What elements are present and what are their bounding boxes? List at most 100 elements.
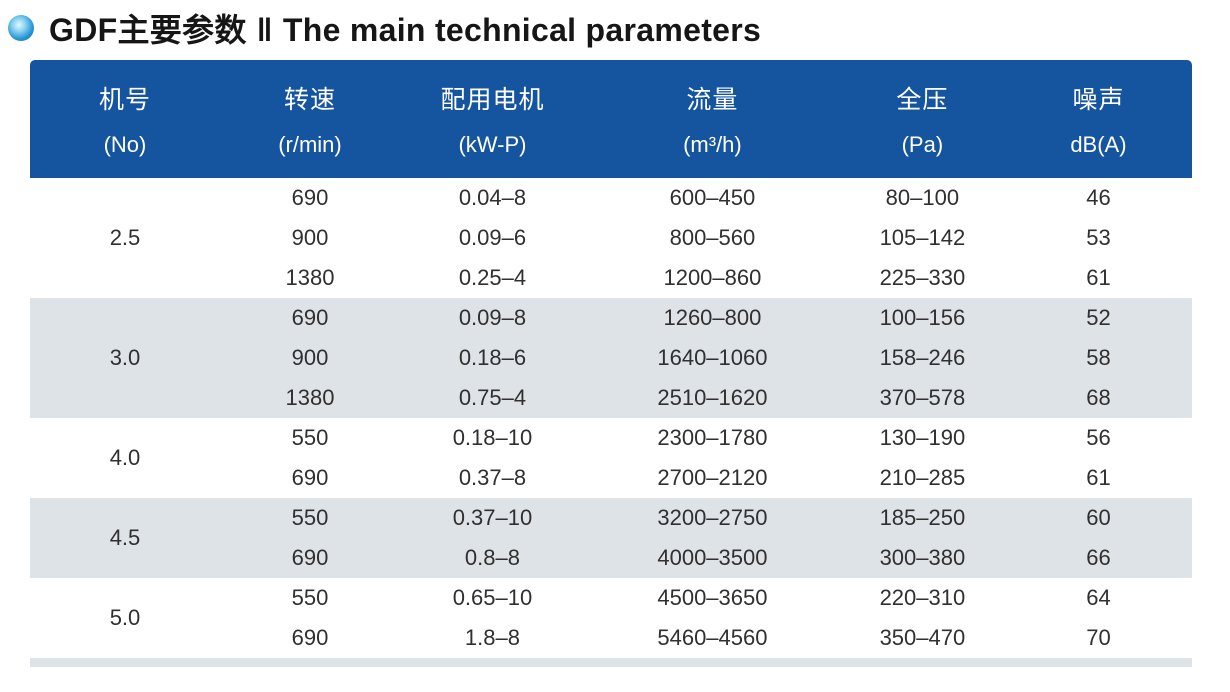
table-row: 2.5 690 0.04–8 600–450 80–100 46: [30, 178, 1192, 298]
column-header-pressure: 全压 (Pa): [839, 60, 1005, 178]
cell-pressure: 80–100: [839, 178, 1005, 218]
header-unit: (r/min): [278, 132, 342, 157]
cell-motor: 0.09–6: [399, 218, 585, 258]
header-unit: (kW-P): [458, 132, 527, 157]
cell-flow: 4500–3650: [584, 578, 840, 618]
cell-flow: 4000–3500: [584, 538, 840, 578]
header-unit: (Pa): [901, 132, 944, 157]
parameters-table: 机号 (No) 转速 (r/min) 配用电机 (kW-P) 流量 (m³/h): [30, 60, 1192, 658]
column-header-fan-no: 机号 (No): [30, 60, 220, 178]
cell-motor: 0.18–6: [399, 338, 585, 378]
cell-speed: 690: [219, 298, 400, 338]
cell-flow: 5460–4560: [584, 618, 840, 658]
cell-noise: 70: [1004, 618, 1192, 658]
cell-pressure: 105–142: [839, 218, 1005, 258]
cell-noise: 66: [1004, 538, 1192, 578]
cell-fan-no: 5.0: [30, 578, 220, 658]
cell-motor: 0.04–8: [399, 178, 585, 218]
blue-sphere-bullet-icon: [8, 15, 34, 41]
cell-speed: 550: [219, 498, 400, 538]
cell-pressure: 220–310: [839, 578, 1005, 618]
cell-flow: 3200–2750: [584, 498, 840, 538]
header-unit: (m³/h): [683, 132, 742, 157]
cell-speed: 550: [219, 418, 400, 458]
table-row: 3.0 690 0.09–8 1260–800 100–156 52: [30, 298, 1192, 418]
table-header: 机号 (No) 转速 (r/min) 配用电机 (kW-P) 流量 (m³/h): [30, 60, 1192, 178]
cell-pressure: 210–285: [839, 458, 1005, 498]
column-header-noise: 噪声 dB(A): [1004, 60, 1192, 178]
title-zh: GDF主要参数: [49, 12, 247, 48]
table-header-row: 机号 (No) 转速 (r/min) 配用电机 (kW-P) 流量 (m³/h): [30, 60, 1192, 178]
cell-speed: 1380: [219, 378, 400, 418]
cell-speed: 900: [219, 218, 400, 258]
next-group-partial-row: [30, 658, 1192, 667]
cell-fan-no: 2.5: [30, 178, 220, 298]
table-row: 4.5 550 0.37–10 3200–2750 185–250 60: [30, 498, 1192, 578]
parameters-table-body: 2.5 690 0.04–8 600–450 80–100 46 900 0.09–6 800–…: [30, 178, 1192, 658]
cell-noise: 52: [1004, 298, 1192, 338]
cell-pressure: 185–250: [839, 498, 1005, 538]
cell-speed: 1380: [219, 258, 400, 298]
table-row: 900 0.09–6 800–560 105–142 53: [30, 218, 1192, 258]
cell-pressure: 100–156: [839, 298, 1005, 338]
header-label: 全压: [896, 86, 949, 114]
cell-noise: 61: [1004, 258, 1192, 298]
column-header-flow: 流量 (m³/h): [584, 60, 840, 178]
header-unit: dB(A): [1070, 132, 1127, 157]
cell-motor: 0.65–10: [399, 578, 585, 618]
cell-motor: 0.37–8: [399, 458, 585, 498]
cell-pressure: 225–330: [839, 258, 1005, 298]
cell-noise: 61: [1004, 458, 1192, 498]
cell-flow: 2300–1780: [584, 418, 840, 458]
cell-motor: 0.75–4: [399, 378, 585, 418]
table-row: 5.0 550 0.65–10 4500–3650 220–310 64: [30, 578, 1192, 658]
column-header-motor: 配用电机 (kW-P): [399, 60, 585, 178]
title-en: The main technical parameters: [282, 12, 762, 48]
cell-flow: 1200–860: [584, 258, 840, 298]
cell-flow: 1260–800: [584, 298, 840, 338]
cell-speed: 690: [219, 538, 400, 578]
column-header-speed: 转速 (r/min): [219, 60, 400, 178]
header-label: 配用电机: [440, 86, 545, 114]
cell-speed: 690: [219, 458, 400, 498]
cell-fan-no: 4.0: [30, 418, 220, 498]
header-label: 噪声: [1072, 86, 1125, 114]
table-row: 900 0.18–6 1640–1060 158–246 58: [30, 338, 1192, 378]
table-row: 690 0.8–8 4000–3500 300–380 66: [30, 538, 1192, 578]
cell-noise: 46: [1004, 178, 1192, 218]
cell-motor: 0.37–10: [399, 498, 585, 538]
cell-flow: 800–560: [584, 218, 840, 258]
cell-motor: 1.8–8: [399, 618, 585, 658]
table-row: 690 1.8–8 5460–4560 350–470 70: [30, 618, 1192, 658]
cell-fan-no: 3.0: [30, 298, 220, 418]
cell-speed: 900: [219, 338, 400, 378]
cell-motor: 0.09–8: [399, 298, 585, 338]
header-label: 流量: [686, 86, 739, 114]
cell-pressure: 350–470: [839, 618, 1005, 658]
cell-noise: 53: [1004, 218, 1192, 258]
parameters-table-container: 机号 (No) 转速 (r/min) 配用电机 (kW-P) 流量 (m³/h): [30, 60, 1192, 667]
cell-noise: 68: [1004, 378, 1192, 418]
cell-speed: 690: [219, 618, 400, 658]
cell-pressure: 130–190: [839, 418, 1005, 458]
cell-flow: 600–450: [584, 178, 840, 218]
table-row: 690 0.37–8 2700–2120 210–285 61: [30, 458, 1192, 498]
cell-pressure: 300–380: [839, 538, 1005, 578]
title-separator: ‖: [256, 12, 273, 48]
page-title-text: GDF主要参数 ‖ The main technical parameters: [49, 5, 761, 51]
header-label: 转速: [283, 86, 336, 114]
cell-motor: 0.8–8: [399, 538, 585, 578]
cell-noise: 60: [1004, 498, 1192, 538]
table-row: 1380 0.25–4 1200–860 225–330 61: [30, 258, 1192, 298]
cell-noise: 64: [1004, 578, 1192, 618]
header-unit: (No): [103, 132, 147, 157]
cell-flow: 2510–1620: [584, 378, 840, 418]
cell-pressure: 370–578: [839, 378, 1005, 418]
cell-noise: 56: [1004, 418, 1192, 458]
page-title: GDF主要参数 ‖ The main technical parameters: [8, 5, 761, 51]
cell-speed: 690: [219, 178, 400, 218]
cell-flow: 2700–2120: [584, 458, 840, 498]
cell-speed: 550: [219, 578, 400, 618]
table-row: 4.0 550 0.18–10 2300–1780 130–190 56: [30, 418, 1192, 498]
